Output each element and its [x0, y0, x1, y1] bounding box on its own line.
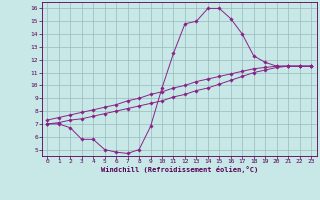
X-axis label: Windchill (Refroidissement éolien,°C): Windchill (Refroidissement éolien,°C): [100, 166, 258, 173]
